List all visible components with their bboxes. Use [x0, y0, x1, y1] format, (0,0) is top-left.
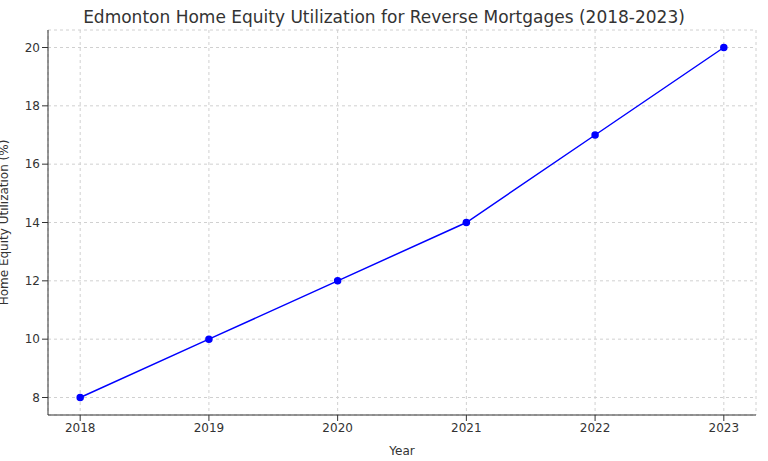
svg-text:10: 10	[25, 332, 40, 346]
svg-text:18: 18	[25, 99, 40, 113]
svg-text:2022: 2022	[580, 421, 611, 435]
html-text:Edmonton Home Equity Utilizati: Edmonton Home Equity Utilization for Rev…	[83, 7, 685, 27]
svg-text:2021: 2021	[451, 421, 482, 435]
svg-text:Year: Year	[388, 444, 414, 458]
svg-text:8: 8	[32, 391, 40, 405]
svg-text:2020: 2020	[322, 421, 353, 435]
svg-text:16: 16	[25, 157, 40, 171]
svg-text:20: 20	[25, 41, 40, 55]
svg-text:2019: 2019	[194, 421, 225, 435]
svg-text:12: 12	[25, 274, 40, 288]
svg-text:2018: 2018	[65, 421, 96, 435]
svg-text:2023: 2023	[709, 421, 740, 435]
svg-text:14: 14	[25, 216, 40, 230]
svg-text:Home Equity Utilization (%): Home Equity Utilization (%)	[0, 140, 11, 306]
